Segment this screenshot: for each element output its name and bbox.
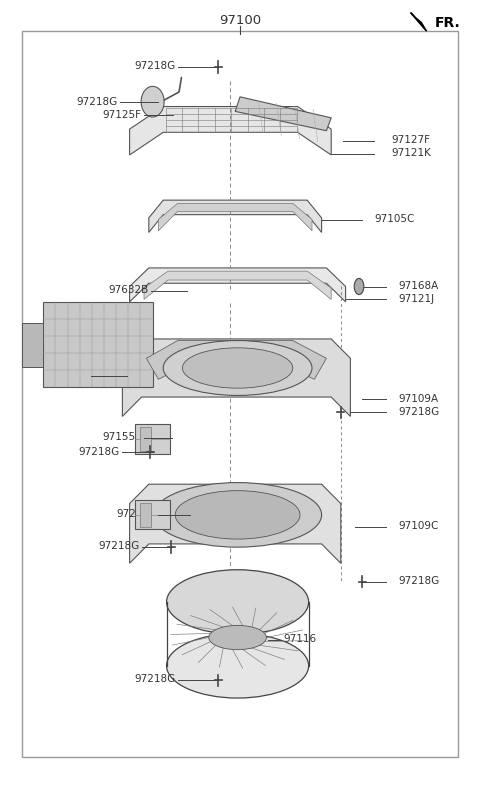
Text: 97218G: 97218G xyxy=(398,407,440,416)
Ellipse shape xyxy=(167,633,309,698)
FancyBboxPatch shape xyxy=(135,500,170,529)
Text: FR.: FR. xyxy=(434,15,460,30)
Text: 97109A: 97109A xyxy=(398,394,439,404)
Text: 97218G: 97218G xyxy=(134,675,175,684)
Text: 97218G: 97218G xyxy=(79,447,120,457)
FancyBboxPatch shape xyxy=(140,503,151,527)
Text: 97218G: 97218G xyxy=(398,576,440,586)
Polygon shape xyxy=(146,341,326,379)
Ellipse shape xyxy=(163,341,312,395)
Bar xyxy=(22,323,43,367)
Ellipse shape xyxy=(175,491,300,539)
Text: 97218G: 97218G xyxy=(98,541,139,551)
Polygon shape xyxy=(144,271,331,299)
Polygon shape xyxy=(149,200,322,232)
FancyBboxPatch shape xyxy=(140,427,151,451)
Ellipse shape xyxy=(141,86,164,117)
Text: 97127F: 97127F xyxy=(391,136,430,145)
Text: 97218G: 97218G xyxy=(76,97,118,107)
Polygon shape xyxy=(235,97,331,131)
Circle shape xyxy=(354,278,364,295)
Text: 97121J: 97121J xyxy=(398,294,434,303)
Ellipse shape xyxy=(154,483,322,547)
Text: 97105C: 97105C xyxy=(374,214,415,224)
Polygon shape xyxy=(158,203,312,231)
Text: 97218G: 97218G xyxy=(134,61,175,71)
Bar xyxy=(43,302,153,387)
Text: 97632B: 97632B xyxy=(108,285,149,295)
Polygon shape xyxy=(130,484,341,563)
Text: 97235K: 97235K xyxy=(116,509,156,519)
Polygon shape xyxy=(130,107,331,155)
Ellipse shape xyxy=(182,348,293,388)
Ellipse shape xyxy=(167,570,309,634)
Ellipse shape xyxy=(209,625,266,650)
Text: 97100: 97100 xyxy=(219,15,261,27)
Polygon shape xyxy=(411,13,426,31)
Text: 97155F: 97155F xyxy=(103,433,142,442)
Text: 97121K: 97121K xyxy=(391,148,431,158)
Text: 97620C: 97620C xyxy=(48,370,89,380)
Text: 97168A: 97168A xyxy=(398,282,439,291)
Text: 97109C: 97109C xyxy=(398,521,439,531)
Text: 97125F: 97125F xyxy=(103,110,142,119)
Polygon shape xyxy=(122,339,350,416)
FancyBboxPatch shape xyxy=(135,424,170,454)
Polygon shape xyxy=(130,268,346,302)
Text: 97116: 97116 xyxy=(283,634,316,644)
